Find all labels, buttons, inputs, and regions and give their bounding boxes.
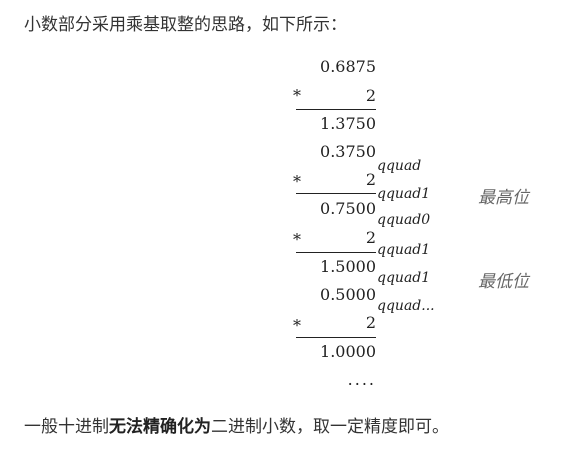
annotation-text: qquad... <box>377 298 435 314</box>
lowest-bit-label: 最低位 <box>478 272 529 292</box>
annotation-text: qquad1 <box>377 186 431 202</box>
start-value: 0.6875 <box>320 57 376 76</box>
multiply-sign: * <box>293 86 301 105</box>
step-result: 1.3750 <box>320 114 376 133</box>
conclusion-start: 一般十进制 <box>24 417 109 437</box>
highest-bit-label: 最高位 <box>478 188 529 208</box>
multiply-sign: * <box>293 230 301 249</box>
step-result: 0.7500 <box>320 199 376 218</box>
rule-line <box>296 109 376 110</box>
multiplier-two: 2 <box>365 86 376 105</box>
step-result: 1.5000 <box>320 257 376 276</box>
conclusion-end: 二进制小数，取一定精度即可。 <box>211 417 449 437</box>
intro-text: 小数部分采用乘基取整的思路，如下所示： <box>24 15 347 35</box>
conclusion-text: 一般十进制无法精确化为二进制小数，取一定精度即可。 <box>24 412 449 437</box>
annotation-text: qquad1 <box>377 270 431 286</box>
multiply-sign: * <box>293 316 301 335</box>
annotation-text: qquad <box>377 158 422 174</box>
continuation-dots: .... <box>347 370 376 389</box>
multiplier-two: 2 <box>365 313 376 332</box>
multiply-sign: * <box>293 172 301 191</box>
step-result: 1.0000 <box>320 342 376 361</box>
rule-line <box>296 252 376 253</box>
annotation-text: qquad0 <box>377 212 431 228</box>
rule-line <box>296 193 376 194</box>
step-next-value: 0.3750 <box>320 142 376 161</box>
annotation-text: qquad1 <box>377 242 431 258</box>
rule-line <box>296 337 376 338</box>
step-next-value: 0.5000 <box>320 285 376 304</box>
conclusion-emphasis: 无法精确化为 <box>109 417 211 437</box>
multiplier-two: 2 <box>365 170 376 189</box>
multiplier-two: 2 <box>365 228 376 247</box>
